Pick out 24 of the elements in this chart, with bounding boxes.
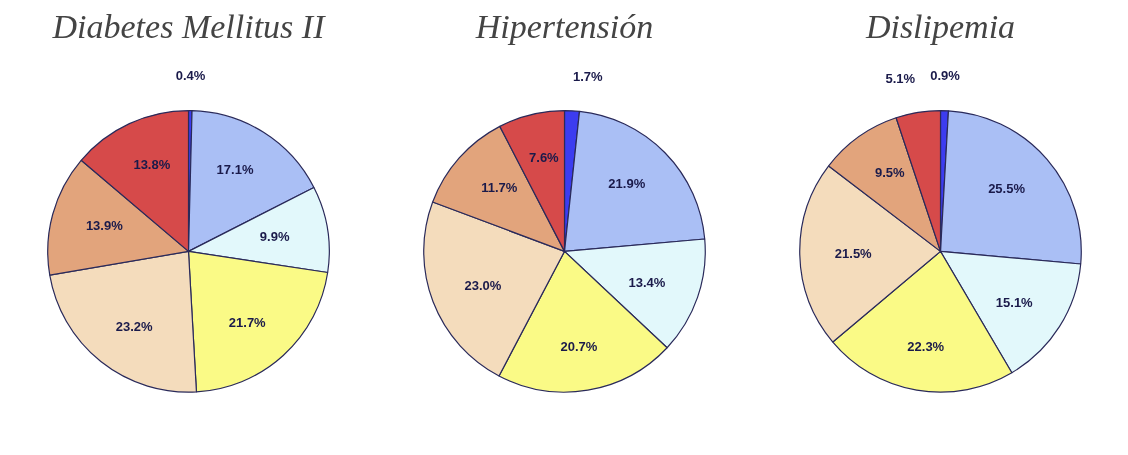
data-label: 21.7% [228, 315, 267, 331]
data-label: 13.8% [133, 156, 171, 172]
data-label: 1.7% [572, 68, 604, 84]
data-label: 25.5% [988, 180, 1026, 196]
data-label: 0.4% [175, 68, 206, 84]
data-label: 5.1% [885, 70, 916, 86]
data-label: 9.5% [875, 165, 906, 181]
data-label: 13.9% [85, 218, 124, 234]
data-label: 15.1% [995, 295, 1034, 311]
chart-title: Diabetes Mellitus II [51, 7, 327, 45]
data-label: 22.3% [907, 338, 945, 354]
data-label: 21.9% [608, 176, 646, 192]
data-label: 11.7% [481, 179, 518, 195]
chart-title: Hipertensión [474, 7, 654, 45]
data-label: 23.0% [464, 278, 502, 294]
data-label: 7.6% [529, 150, 560, 166]
chart-title: Dislipemia [864, 7, 1016, 45]
data-label: 20.7% [560, 338, 598, 354]
data-label: 9.9% [259, 228, 290, 244]
data-label: 17.1% [216, 162, 254, 178]
data-label: 0.9% [930, 68, 961, 84]
data-label: 23.2% [115, 319, 154, 335]
data-label: 13.4% [628, 275, 666, 291]
data-label: 21.5% [834, 246, 873, 262]
